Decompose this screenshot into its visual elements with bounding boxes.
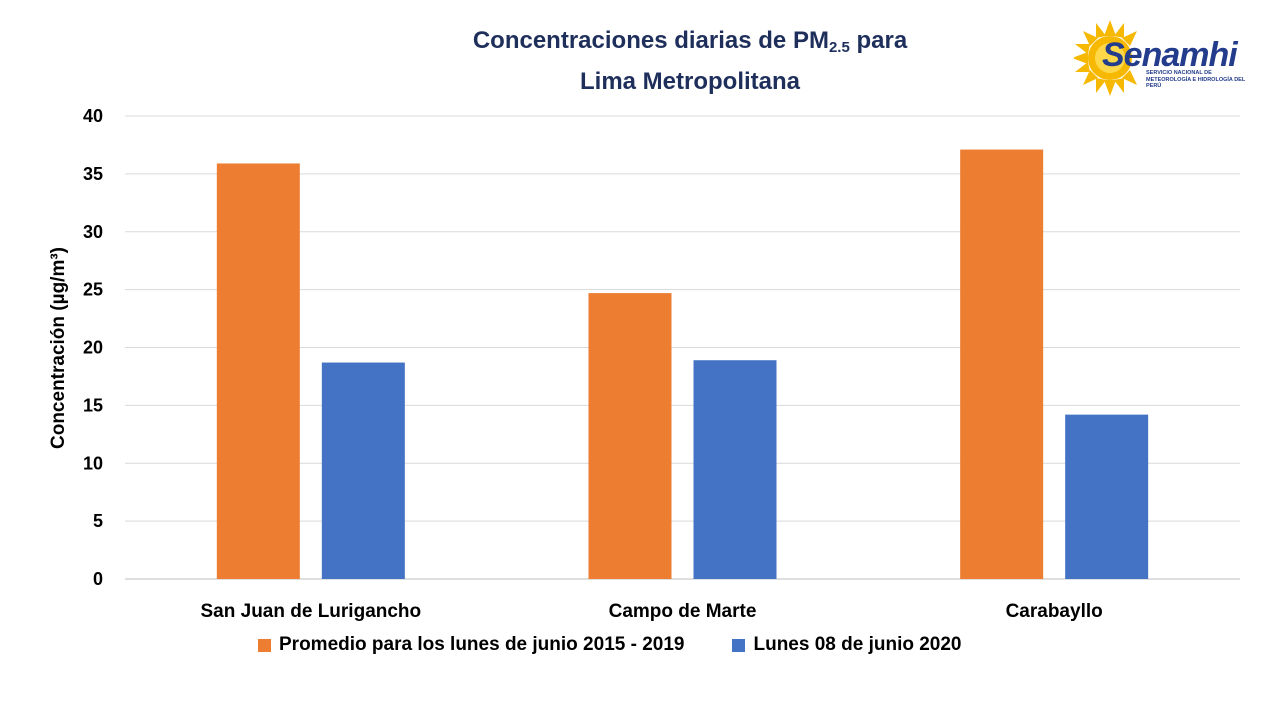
y-tick-label: 30 bbox=[83, 222, 103, 242]
logo-tagline: SERVICIO NACIONAL DE METEOROLOGÍA E HIDR… bbox=[1146, 70, 1246, 89]
bar-lunes-2020 bbox=[693, 360, 777, 579]
logo-wordmark: Senamhi bbox=[1102, 36, 1238, 74]
y-tick-label: 35 bbox=[83, 164, 103, 184]
sun-icon bbox=[1074, 20, 1137, 96]
title-subscript: 2.5 bbox=[828, 39, 850, 56]
legend-item-series2: Lunes 08 de junio 2020 bbox=[732, 634, 962, 656]
y-tick-label: 15 bbox=[83, 395, 103, 415]
y-axis-ticks: 0 5 10 15 20 25 30 35 40 bbox=[83, 106, 103, 589]
title-line2: Lima Metropolitana bbox=[579, 68, 801, 95]
title-after: para bbox=[849, 27, 908, 54]
bar-lunes-2020 bbox=[321, 362, 405, 579]
bars bbox=[216, 149, 1149, 579]
gridlines bbox=[125, 115, 1240, 580]
bar-lunes-2020 bbox=[1065, 414, 1149, 579]
bar-promedio bbox=[216, 163, 300, 579]
legend-swatch-series2 bbox=[732, 638, 746, 652]
y-tick-label: 40 bbox=[83, 106, 103, 126]
bar-promedio bbox=[960, 149, 1044, 579]
y-tick-label: 10 bbox=[83, 453, 103, 473]
x-axis-categories: San Juan de Lurigancho Campo de Marte Cara… bbox=[201, 601, 1103, 622]
y-tick-label: 25 bbox=[83, 280, 103, 300]
legend-label-series1: Promedio para los lunes de junio 2015 - … bbox=[279, 634, 685, 655]
senamhi-logo: Senamhi SERVICIO NACIONAL DE METEOROLOGÍ… bbox=[1074, 18, 1254, 98]
x-category-label: San Juan de Lurigancho bbox=[201, 601, 422, 622]
y-tick-label: 0 bbox=[93, 569, 103, 589]
x-category-label: Carabayllo bbox=[1006, 601, 1103, 622]
legend-swatch-series1 bbox=[258, 638, 271, 652]
legend: Promedio para los lunes de junio 2015 - … bbox=[258, 634, 1010, 656]
y-tick-label: 20 bbox=[83, 338, 103, 358]
x-category-label: Campo de Marte bbox=[609, 601, 757, 622]
legend-item-series1: Promedio para los lunes de junio 2015 - … bbox=[258, 634, 684, 656]
chart-title: Concentraciones diarias de PM2.5 para Li… bbox=[340, 24, 1040, 99]
y-axis-label: Concentración (µg/m³) bbox=[48, 247, 69, 449]
legend-label-series2: Lunes 08 de junio 2020 bbox=[753, 634, 962, 655]
bar-promedio bbox=[588, 293, 672, 579]
y-tick-label: 5 bbox=[93, 511, 103, 531]
title-main: Concentraciones diarias de PM bbox=[472, 27, 829, 54]
